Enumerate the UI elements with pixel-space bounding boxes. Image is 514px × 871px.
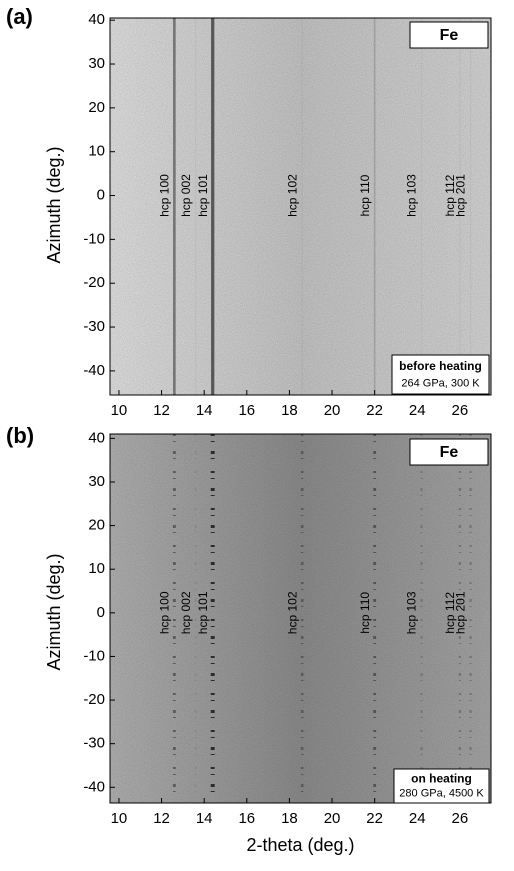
note: on heating bbox=[411, 771, 472, 785]
x-tick-label: 22 bbox=[366, 402, 383, 419]
y-tick-label: -10 bbox=[83, 230, 105, 247]
note-box bbox=[391, 354, 490, 395]
peak-label: hcp 102 bbox=[285, 591, 299, 634]
peak-label: hcp 110 bbox=[358, 174, 372, 216]
x-tick-label: 20 bbox=[324, 810, 341, 827]
x-tick-label: 26 bbox=[452, 810, 469, 827]
peak-label: hcp 112 bbox=[443, 174, 457, 216]
peak-label: hcp 101 bbox=[196, 174, 210, 217]
chart-title: Fe bbox=[440, 444, 459, 461]
x-axis-label: 2-theta (deg.) bbox=[246, 835, 354, 855]
x-tick-label: 24 bbox=[409, 810, 426, 827]
x-tick-label: 18 bbox=[281, 402, 298, 419]
y-axis-label: Azimuth (deg.) bbox=[44, 146, 64, 263]
peak-label: hcp 002 bbox=[179, 174, 193, 217]
note: before heating bbox=[399, 359, 482, 373]
x-tick-label: 10 bbox=[111, 402, 128, 419]
y-tick-label: 30 bbox=[88, 55, 105, 72]
y-tick-label: 10 bbox=[88, 560, 105, 577]
peak-label: hcp 101 bbox=[196, 591, 210, 634]
y-tick-label: -40 bbox=[83, 778, 105, 795]
y-tick-label: 0 bbox=[97, 187, 105, 204]
note-box bbox=[393, 768, 490, 804]
y-tick-label: 40 bbox=[88, 429, 105, 446]
x-tick-label: 22 bbox=[366, 810, 383, 827]
panel-label: (b) bbox=[6, 423, 34, 448]
peak-label: hcp 103 bbox=[405, 591, 419, 634]
x-tick-label: 16 bbox=[238, 810, 255, 827]
peak-label: hcp 201 bbox=[454, 174, 468, 217]
y-tick-label: -30 bbox=[83, 318, 105, 335]
x-tick-label: 14 bbox=[196, 402, 213, 419]
peak-label: hcp 100 bbox=[158, 174, 172, 217]
y-tick-label: -20 bbox=[83, 691, 105, 708]
image-grain bbox=[110, 434, 491, 803]
title-box bbox=[409, 438, 489, 466]
y-tick-label: 20 bbox=[88, 99, 105, 116]
chart-title: Fe bbox=[440, 27, 459, 44]
panel-label: (a) bbox=[6, 4, 33, 29]
x-tick-label: 16 bbox=[238, 402, 255, 419]
x-tick-label: 10 bbox=[111, 810, 128, 827]
x-tick-label: 24 bbox=[409, 402, 426, 419]
peak-label: hcp 100 bbox=[158, 591, 172, 634]
y-tick-label: 0 bbox=[97, 604, 105, 621]
y-tick-label: 40 bbox=[88, 11, 105, 28]
plot-frame bbox=[109, 433, 492, 804]
y-tick-label: -30 bbox=[83, 735, 105, 752]
peak-label: hcp 110 bbox=[358, 592, 372, 634]
y-tick-label: 30 bbox=[88, 473, 105, 490]
x-tick-label: 12 bbox=[153, 402, 170, 419]
x-tick-label: 12 bbox=[153, 810, 170, 827]
x-tick-label: 26 bbox=[452, 402, 469, 419]
x-tick-label: 18 bbox=[281, 810, 298, 827]
x-tick-label: 14 bbox=[196, 810, 213, 827]
peak-label: hcp 102 bbox=[285, 174, 299, 217]
peak-label: hcp 103 bbox=[405, 174, 419, 217]
y-axis-label: Azimuth (deg.) bbox=[44, 553, 64, 670]
title-box bbox=[409, 21, 489, 49]
y-tick-label: -20 bbox=[83, 274, 105, 291]
y-tick-label: 20 bbox=[88, 517, 105, 534]
peak-label: hcp 002 bbox=[179, 591, 193, 634]
subnote: 264 GPa, 300 K bbox=[401, 377, 480, 389]
peak-label: hcp 201 bbox=[454, 591, 468, 634]
y-tick-label: -40 bbox=[83, 362, 105, 379]
y-tick-label: 10 bbox=[88, 143, 105, 160]
plot-frame bbox=[109, 17, 492, 396]
peak-label: hcp 112 bbox=[443, 592, 457, 634]
y-tick-label: -10 bbox=[83, 647, 105, 664]
subnote: 280 GPa, 4500 K bbox=[399, 788, 484, 800]
x-tick-label: 20 bbox=[324, 402, 341, 419]
